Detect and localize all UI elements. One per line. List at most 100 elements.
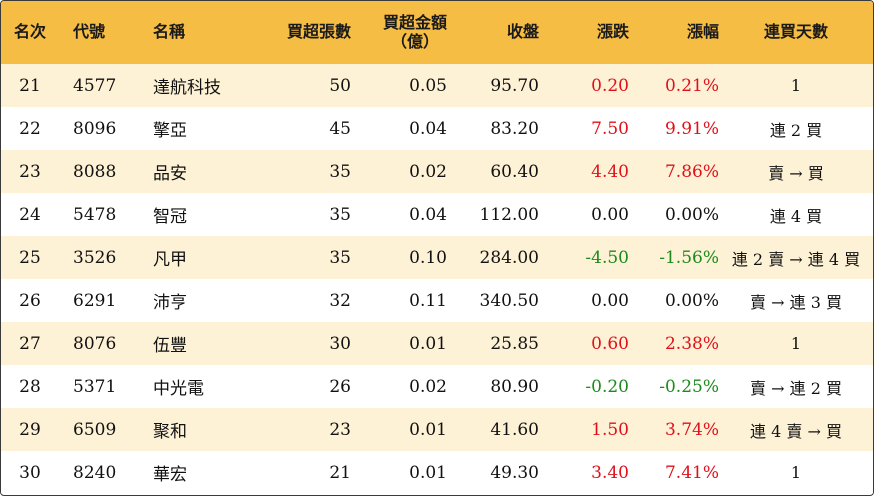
net-buy-lots-cell: 35: [329, 161, 351, 182]
rank-cell: 30: [19, 462, 41, 483]
rank-cell: 27: [19, 333, 41, 354]
consecutive-days-cell: 賣 → 連 2 買: [750, 378, 842, 398]
close-cell: 80.90: [490, 376, 539, 397]
close-cell: 83.20: [490, 118, 539, 139]
name-cell: 華宏: [153, 465, 187, 485]
close-cell: 41.60: [490, 419, 539, 440]
close-cell: 25.85: [490, 333, 539, 354]
consecutive-days-cell: 1: [790, 463, 802, 482]
rank-cell: 24: [19, 204, 41, 225]
close-cell: 112.00: [479, 204, 539, 225]
close-cell: 284.00: [479, 247, 539, 268]
name-cell: 擎亞: [153, 121, 187, 141]
rank-cell: 21: [19, 75, 41, 96]
net-buy-amount-cell: 0.02: [409, 376, 447, 397]
header-net-buy-amount-line1: 買超金額: [382, 13, 447, 33]
net-buy-amount-cell: 0.01: [409, 462, 447, 483]
table-row: 21 4577 達航科技 50 0.05 95.70 0.20 0.21% 1: [1, 64, 873, 107]
code-cell: 8076: [73, 333, 117, 354]
consecutive-days-cell: 1: [790, 76, 802, 95]
consecutive-days-cell: 連 2 賣 → 連 4 買: [731, 249, 861, 269]
table-row: 23 8088 品安 35 0.02 60.40 4.40 7.86% 賣 → 買: [1, 150, 873, 193]
header-change: 漲跌: [596, 22, 629, 42]
net-buy-amount-cell: 0.05: [409, 75, 447, 96]
change-cell: -0.20: [585, 376, 629, 397]
table-row: 25 3526 凡甲 35 0.10 284.00 -4.50 -1.56% 連 2 賣 → 連…: [1, 236, 873, 279]
net-buy-amount-cell: 0.01: [409, 419, 447, 440]
close-cell: 60.40: [490, 161, 539, 182]
code-cell: 6291: [73, 290, 117, 311]
change-cell: 7.50: [591, 118, 629, 139]
code-cell: 6509: [73, 419, 117, 440]
header-row: 名次 代號 名稱 買超張數 買超金額 （億） 收盤 漲跌 漲幅 連買天數: [1, 1, 873, 64]
close-cell: 95.70: [490, 75, 539, 96]
consecutive-days-cell: 1: [790, 334, 802, 353]
net-buy-amount-cell: 0.04: [409, 204, 447, 225]
table-row: 24 5478 智冠 35 0.04 112.00 0.00 0.00% 連 4 買: [1, 193, 873, 236]
name-cell: 達航科技: [153, 78, 221, 98]
rank-cell: 28: [19, 376, 41, 397]
name-cell: 聚和: [153, 422, 187, 442]
change-cell: 4.40: [591, 161, 629, 182]
net-buy-lots-cell: 23: [329, 419, 351, 440]
header-net-buy-lots: 買超張數: [286, 22, 351, 42]
code-cell: 3526: [73, 247, 117, 268]
net-buy-amount-cell: 0.04: [409, 118, 447, 139]
header-close: 收盤: [506, 22, 539, 42]
name-cell: 凡甲: [153, 250, 187, 270]
change-cell: 0.20: [591, 75, 629, 96]
code-cell: 5371: [73, 376, 117, 397]
net-buy-lots-cell: 35: [329, 247, 351, 268]
change-cell: 3.40: [591, 462, 629, 483]
change-pct-cell: -0.25%: [659, 376, 719, 397]
name-cell: 中光電: [153, 379, 204, 399]
net-buy-lots-cell: 50: [329, 75, 351, 96]
header-code: 代號: [73, 22, 106, 42]
close-cell: 340.50: [479, 290, 539, 311]
change-pct-cell: -1.56%: [659, 247, 719, 268]
name-cell: 品安: [153, 164, 187, 184]
net-buy-amount-cell: 0.10: [409, 247, 447, 268]
net-buy-lots-cell: 32: [329, 290, 351, 311]
rank-cell: 22: [19, 118, 41, 139]
change-cell: -4.50: [585, 247, 629, 268]
code-cell: 8240: [73, 462, 117, 483]
change-pct-cell: 0.21%: [664, 75, 719, 96]
change-pct-cell: 3.74%: [664, 419, 719, 440]
header-consecutive-days: 連買天數: [763, 22, 828, 42]
rank-cell: 29: [19, 419, 41, 440]
change-pct-cell: 2.38%: [664, 333, 719, 354]
code-cell: 5478: [73, 204, 117, 225]
net-buy-lots-cell: 26: [329, 376, 351, 397]
change-cell: 0.60: [591, 333, 629, 354]
consecutive-days-cell: 連 4 賣 → 買: [750, 421, 842, 441]
rank-cell: 25: [19, 247, 41, 268]
change-pct-cell: 9.91%: [664, 118, 719, 139]
name-cell: 沛亨: [153, 293, 187, 313]
header-rank: 名次: [13, 22, 46, 42]
table-row: 26 6291 沛亨 32 0.11 340.50 0.00 0.00% 賣 → 連 3 買: [1, 279, 873, 322]
header-net-buy-amount-line2: （億）: [390, 31, 439, 51]
consecutive-days-cell: 賣 → 連 3 買: [750, 292, 842, 312]
change-cell: 1.50: [591, 419, 629, 440]
table-row: 28 5371 中光電 26 0.02 80.90 -0.20 -0.25% 賣 → 連 2 買: [1, 365, 873, 408]
net-buy-lots-cell: 45: [329, 118, 351, 139]
header-net-buy-amount-text: 買超金額 （億）: [382, 13, 447, 51]
net-buy-lots-cell: 35: [329, 204, 351, 225]
change-cell: 0.00: [591, 204, 629, 225]
net-buy-lots-cell: 30: [329, 333, 351, 354]
consecutive-days-cell: 賣 → 買: [768, 163, 824, 183]
change-cell: 0.00: [591, 290, 629, 311]
table-row: 30 8240 華宏 21 0.01 49.30 3.40 7.41% 1: [1, 451, 873, 494]
header-net-buy-amount: 買超金額 （億）: [351, 1, 447, 64]
change-pct-cell: 0.00%: [664, 290, 719, 311]
name-cell: 伍豐: [153, 336, 187, 356]
net-buy-amount-cell: 0.11: [409, 290, 447, 311]
code-cell: 8088: [73, 161, 117, 182]
consecutive-days-cell: 連 2 買: [769, 120, 823, 140]
change-pct-cell: 0.00%: [664, 204, 719, 225]
change-pct-cell: 7.41%: [664, 462, 719, 483]
consecutive-days-cell: 連 4 買: [769, 206, 823, 226]
